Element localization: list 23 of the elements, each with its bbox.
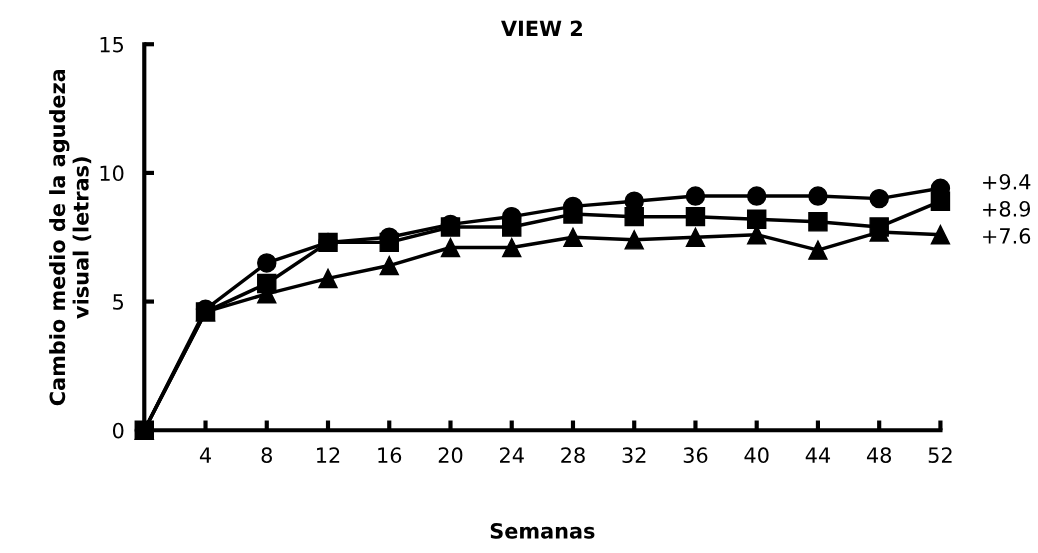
y-tick-label: 15 [100,36,124,53]
y-tick-label: 10 [100,165,124,182]
x-tick-label: 32 [622,447,646,464]
text: +7.6 [983,228,1031,244]
x-tick-label: 4 [199,447,211,463]
chart-title: VIEW 2 [501,20,582,36]
x-tick-label: 28 [561,447,585,464]
x-tick-label: 44 [805,447,831,463]
text: +8.9 [983,200,1031,217]
x-tick-label: 20 [438,447,463,464]
x-tick-label: 48 [866,447,892,464]
x-tick-label: 16 [378,447,402,464]
x-tick-label: 52 [928,447,952,464]
y-tick-label: 0 [112,422,124,439]
y-tick-label: 5 [113,294,124,310]
x-tick-label: 36 [683,447,708,464]
x-tick-label: 12 [317,447,340,463]
x-tick-label: 8 [261,447,272,464]
text: +9.4 [983,173,1031,190]
x-tick-label: 24 [500,447,524,463]
x-tick-label: 40 [744,447,769,464]
y-axis-title: Cambio medio de la agudeza visual (letras) [49,69,92,406]
x-axis-title: Semanas [490,522,595,539]
